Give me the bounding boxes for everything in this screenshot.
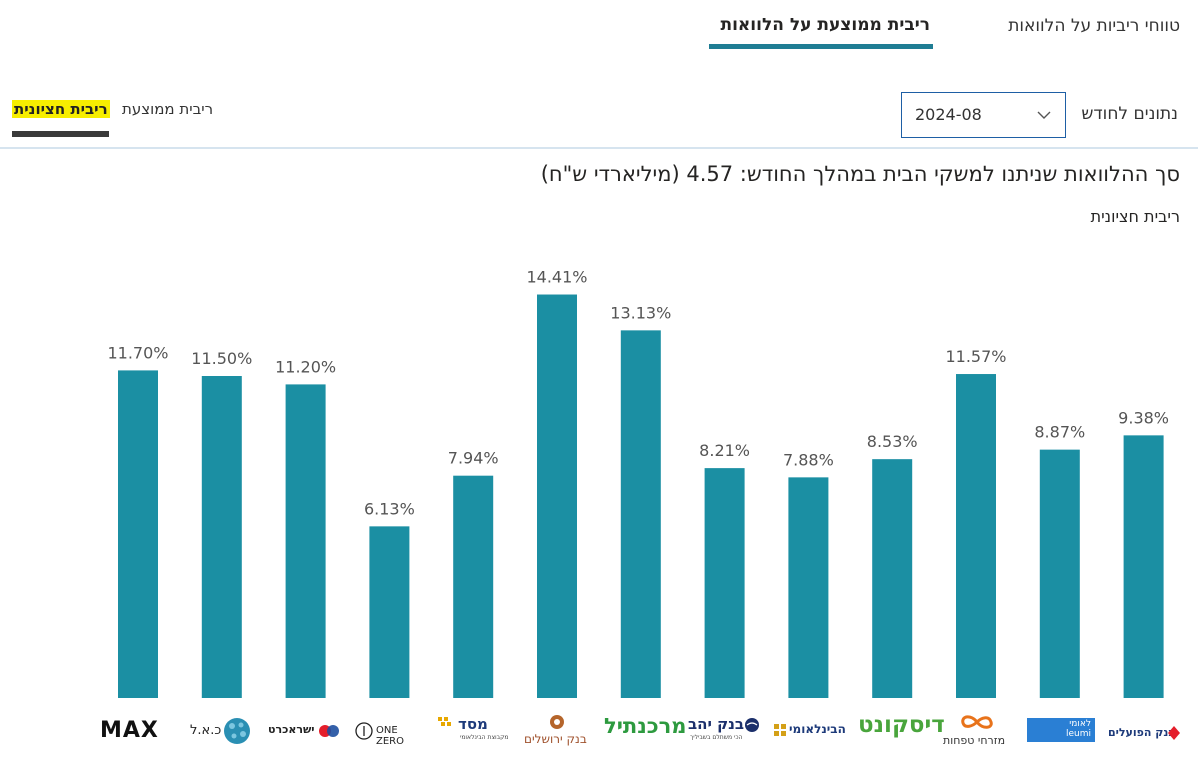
bar-value-label-1: 11.70% <box>107 343 168 362</box>
mizrahi-mark-icon <box>961 715 993 729</box>
jerusalem-mark-icon <box>550 715 564 729</box>
bar-value-label-5: 7.94% <box>448 449 499 468</box>
logo-discount: דיסקונט <box>858 712 945 738</box>
logo-yahav: בנק יהב הכי משתלם בשביליך <box>688 715 762 745</box>
logo-massad-text: מסד <box>458 715 488 733</box>
bar-chart: 11.70% 11.50% 11.20% 6.13% 7.94% 14.41% 13.13%… <box>107 268 1169 698</box>
logo-isracard: ישראכרט <box>268 722 343 742</box>
fibi-mark-icon <box>774 724 786 736</box>
logo-mercantile: מרכנתיל <box>604 714 687 738</box>
chevron-down-icon <box>1037 111 1051 119</box>
logo-poalim: בנק הפועלים <box>1108 725 1182 745</box>
bar-5[interactable] <box>453 475 494 698</box>
bar-6[interactable] <box>537 294 577 698</box>
logo-isracard-text: ישראכרט <box>268 723 315 736</box>
logo-massad: מסד מקבוצת הבינלאומי <box>438 715 508 745</box>
chart-title: סך ההלוואות שניתנו למשקי הבית במהלך החוד… <box>540 162 1180 186</box>
logo-poalim-text: בנק הפועלים <box>1108 726 1176 739</box>
logo-mizrahi-text: מזרחי טפחות <box>943 734 1006 747</box>
bar-1[interactable] <box>118 370 158 698</box>
bar-value-label-4: 6.13% <box>364 499 415 518</box>
logo-mizrahi: מזרחי טפחות <box>941 714 1013 748</box>
month-select[interactable]: 2024-08 <box>901 92 1066 138</box>
logo-fibi-text: הבינלאומי <box>789 722 846 736</box>
bar-3[interactable] <box>285 384 326 698</box>
subtab-median-interest[interactable]: ריבית חציונית <box>12 100 110 118</box>
bar-value-label-3: 11.20% <box>275 357 336 376</box>
poalim-mark-icon <box>1168 726 1180 740</box>
logo-yahav-text: בנק יהב <box>688 715 745 733</box>
logo-cal-text: כ.א.ל <box>190 723 222 738</box>
logo-onezero-text: ONE ZERO <box>376 725 404 747</box>
bar-value-label-11: 11.57% <box>945 347 1006 366</box>
bar-11[interactable] <box>956 374 996 698</box>
logo-yahav-sub: הכי משתלם בשביליך <box>690 734 743 741</box>
bar-value-label-13: 9.38% <box>1118 408 1169 427</box>
bar-value-label-7: 13.13% <box>610 303 671 322</box>
bar-12[interactable] <box>1039 449 1080 698</box>
bar-value-label-9: 7.88% <box>783 450 834 469</box>
active-tab-indicator <box>709 44 933 49</box>
leumi-badge: לאומי leumi <box>1027 718 1095 742</box>
bar-13[interactable] <box>1123 435 1164 698</box>
month-filter-label: נתונים לחודש <box>1081 104 1178 124</box>
bar-9[interactable] <box>788 477 829 698</box>
massad-mark-icon <box>438 717 451 726</box>
onezero-mark-icon <box>355 722 373 740</box>
bar-7[interactable] <box>620 330 661 698</box>
logo-onezero: ONE ZERO <box>355 720 427 747</box>
bar-8[interactable] <box>704 468 745 698</box>
bar-value-label-10: 8.53% <box>867 432 918 451</box>
logo-max: MAX <box>100 718 159 743</box>
bar-value-label-8: 8.21% <box>699 441 750 460</box>
month-select-value: 2024-08 <box>915 105 982 124</box>
chart-subtitle: ריבית חציונית <box>1090 207 1180 226</box>
logo-fibi: הבינלאומי <box>774 722 846 740</box>
logo-massad-sub: מקבוצת הבינלאומי <box>460 734 509 741</box>
isracard-mark-icon <box>319 725 339 737</box>
active-subtab-indicator <box>12 131 109 137</box>
subtab-average-interest[interactable]: ריבית ממוצעת <box>122 100 214 118</box>
bar-4[interactable] <box>369 526 410 698</box>
bar-2[interactable] <box>201 376 242 698</box>
logo-jerusalem-text: בנק ירושלים <box>524 732 587 746</box>
divider <box>0 147 1198 149</box>
bar-value-label-12: 8.87% <box>1034 423 1085 442</box>
yahav-mark-icon <box>745 718 759 732</box>
tab-interest-ranges[interactable]: טווחי ריביות על הלוואות <box>1008 16 1180 36</box>
bar-value-label-2: 11.50% <box>191 349 252 368</box>
tab-average-interest[interactable]: ריבית ממוצעת על הלוואות <box>720 15 930 35</box>
logo-leumi: לאומי leumi <box>1027 718 1097 744</box>
cal-globe-icon <box>224 718 250 744</box>
logo-leumi-text: לאומי <box>1069 719 1091 729</box>
bar-10[interactable] <box>872 459 913 698</box>
logo-cal: כ.א.ל <box>190 716 255 748</box>
logo-leumi-en: leumi <box>1065 729 1091 739</box>
logo-jerusalem: בנק ירושלים <box>520 714 592 748</box>
bar-value-label-6: 14.41% <box>526 268 587 287</box>
